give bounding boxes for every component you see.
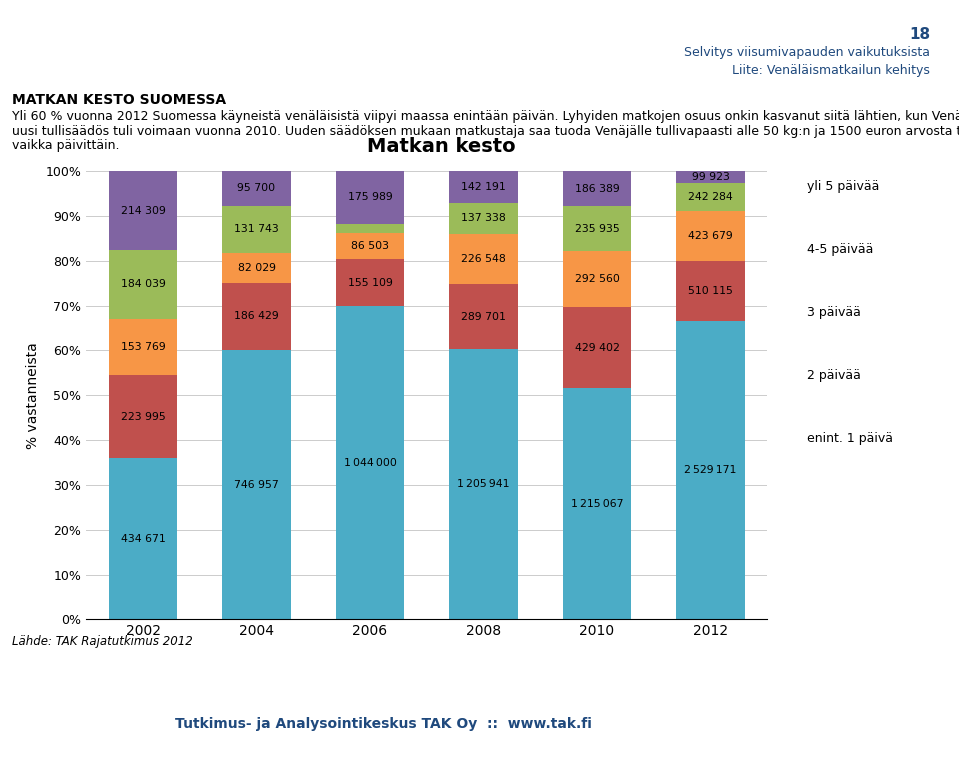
Bar [563,307,631,388]
Text: 142 191: 142 191 [461,182,505,192]
Text: 510 115: 510 115 [688,287,733,296]
Text: 99 923: 99 923 [691,172,730,182]
Text: 292 560: 292 560 [574,274,620,284]
Bar [222,171,291,205]
Text: 429 402: 429 402 [574,343,620,353]
Bar [676,261,744,321]
Bar [336,233,404,259]
Bar [450,171,518,203]
Bar [109,318,177,375]
Text: 1 205 941: 1 205 941 [457,480,510,489]
Text: enint. 1 päivä: enint. 1 päivä [807,432,893,445]
Bar [563,252,631,307]
Y-axis label: % vastanneista: % vastanneista [26,342,40,448]
Bar [336,171,404,224]
Text: 1 044 000: 1 044 000 [343,458,396,467]
Text: 186 429: 186 429 [234,312,279,321]
Text: 137 338: 137 338 [461,214,505,223]
Text: 746 957: 746 957 [234,480,279,489]
Bar [222,205,291,253]
Bar [563,207,631,252]
Text: yli 5 päivää: yli 5 päivää [807,179,879,193]
Bar [450,350,518,619]
Text: 95 700: 95 700 [238,183,275,193]
Bar [450,203,518,233]
Bar [109,250,177,318]
Bar [336,224,404,233]
Text: 226 548: 226 548 [461,254,505,264]
Text: 175 989: 175 989 [348,192,392,202]
Text: 86 503: 86 503 [351,241,389,252]
Bar [676,211,744,261]
Text: MATKAN KESTO SUOMESSA: MATKAN KESTO SUOMESSA [12,93,225,106]
Text: uusi tullisäädös tuli voimaan vuonna 2010. Uuden säädöksen mukaan matkustaja saa: uusi tullisäädös tuli voimaan vuonna 201… [12,125,959,138]
Text: 3 päivää: 3 päivää [807,306,860,319]
Text: 214 309: 214 309 [121,206,166,216]
Bar [676,182,744,211]
Bar [563,388,631,619]
Bar [109,171,177,250]
Text: Liite: Venäläismatkailun kehitys: Liite: Venäläismatkailun kehitys [733,64,930,77]
Text: Selvitys viisumivapauden vaikutuksista: Selvitys viisumivapauden vaikutuksista [684,46,930,59]
Text: 186 389: 186 389 [574,184,620,194]
Text: 1 215 067: 1 215 067 [571,499,623,509]
Bar [450,284,518,350]
Bar [336,306,404,619]
Text: 131 743: 131 743 [234,224,279,234]
Text: 223 995: 223 995 [121,412,165,422]
Text: 4-5 päivää: 4-5 päivää [807,242,873,256]
Text: 2 päivää: 2 päivää [807,369,860,382]
Text: Lähde: TAK Rajatutkimus 2012: Lähde: TAK Rajatutkimus 2012 [12,635,192,648]
Text: 242 284: 242 284 [689,192,733,202]
Bar [676,171,744,182]
Text: 18: 18 [909,27,930,42]
Bar [222,350,291,619]
Bar [109,375,177,458]
Text: 2 529 171: 2 529 171 [685,465,737,476]
Text: 423 679: 423 679 [689,231,733,241]
Bar [563,171,631,207]
Text: 82 029: 82 029 [238,263,275,273]
Text: 153 769: 153 769 [121,342,165,352]
Bar [222,253,291,283]
Text: 289 701: 289 701 [461,312,506,321]
Bar [222,283,291,350]
Text: Yli 60 % vuonna 2012 Suomessa käyneistä venäläisistä viipyi maassa enintään päiv: Yli 60 % vuonna 2012 Suomessa käyneistä … [12,110,959,123]
Bar [450,233,518,284]
Text: 434 671: 434 671 [121,534,165,544]
Bar [676,321,744,619]
Text: 155 109: 155 109 [347,277,392,287]
Text: 235 935: 235 935 [574,224,620,234]
Text: vaikka päivittäin.: vaikka päivittäin. [12,139,119,152]
Bar [109,458,177,619]
Bar [336,259,404,306]
Text: Tutkimus- ja Analysointikeskus TAK Oy  ::  www.tak.fi: Tutkimus- ja Analysointikeskus TAK Oy ::… [175,717,592,730]
Text: Matkan kesto: Matkan kesto [367,137,515,156]
Text: 184 039: 184 039 [121,280,166,290]
